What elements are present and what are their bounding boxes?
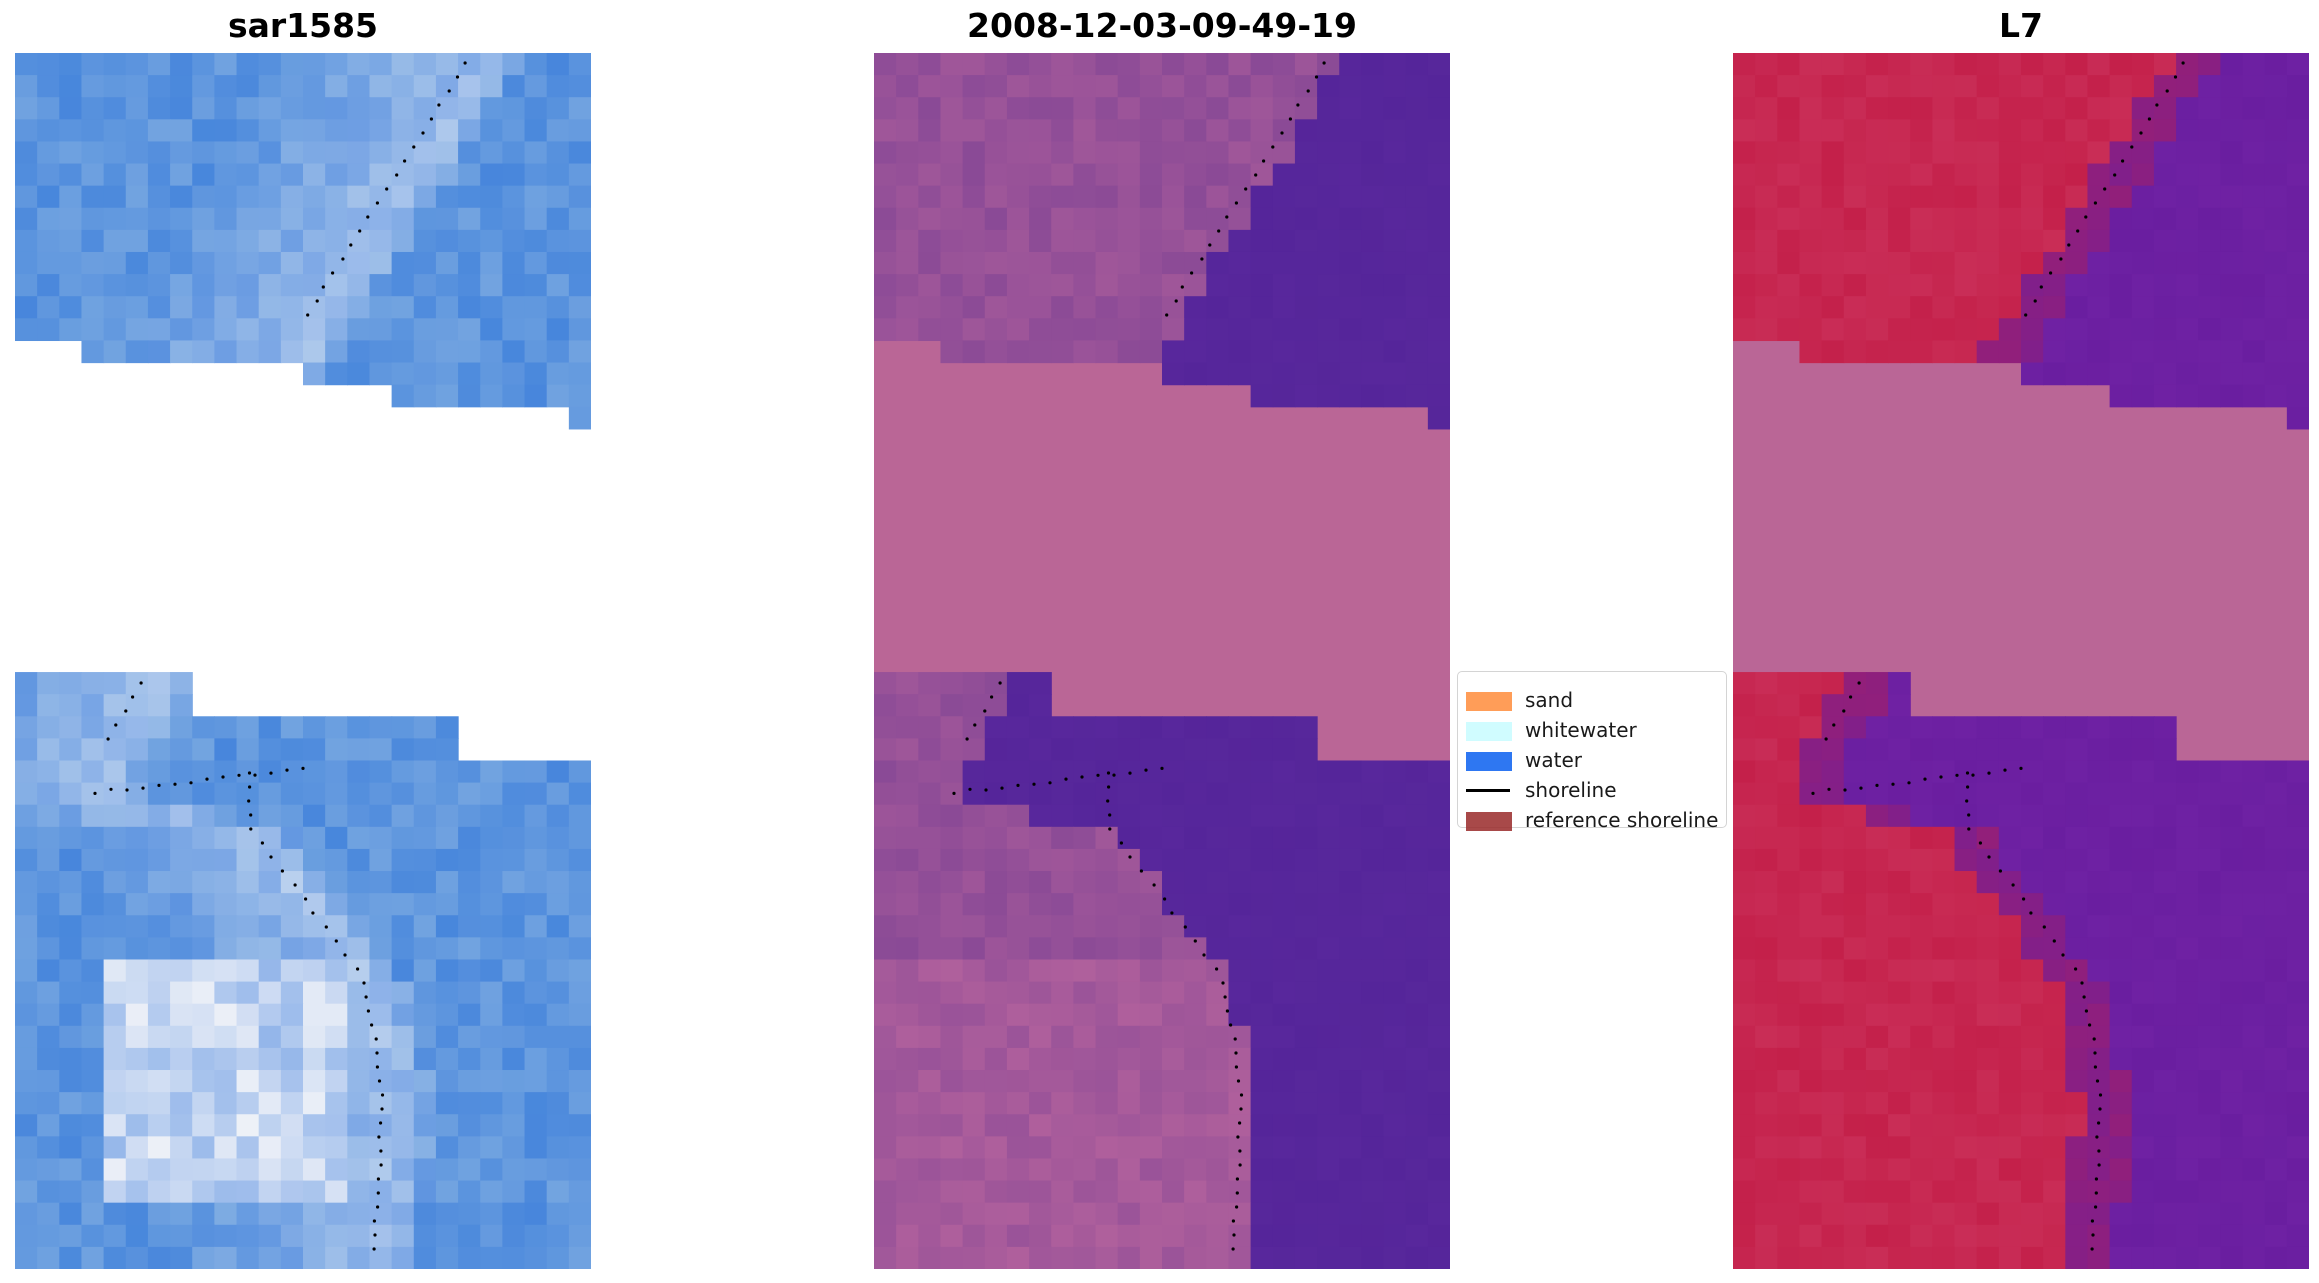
legend-swatch-whitewater [1466, 722, 1512, 741]
classified-image [874, 53, 1450, 1269]
legend-label: whitewater [1525, 718, 1637, 742]
legend-swatch-sand [1466, 692, 1512, 711]
rgb-image-panel [15, 53, 591, 1269]
rgb-image [15, 53, 591, 1269]
index-image-panel [1733, 53, 2309, 1269]
legend: sand whitewater water shoreline referenc… [1457, 671, 1727, 832]
panel-title-rgb: sar1585 [227, 6, 379, 45]
legend-label: shoreline [1525, 778, 1617, 802]
legend-label: sand [1525, 688, 1574, 712]
classified-image-panel [874, 53, 1450, 1269]
legend-line-shoreline [1466, 789, 1510, 792]
legend-label: water [1525, 748, 1582, 772]
legend-swatch-water [1466, 752, 1512, 771]
panel-title-satellite: L7 [1999, 6, 2043, 45]
panel-title-date: 2008-12-03-09-49-19 [967, 6, 1357, 45]
legend-label: reference shoreline [1525, 808, 1719, 832]
index-image [1733, 53, 2309, 1269]
legend-swatch-reference-shoreline [1466, 812, 1512, 831]
